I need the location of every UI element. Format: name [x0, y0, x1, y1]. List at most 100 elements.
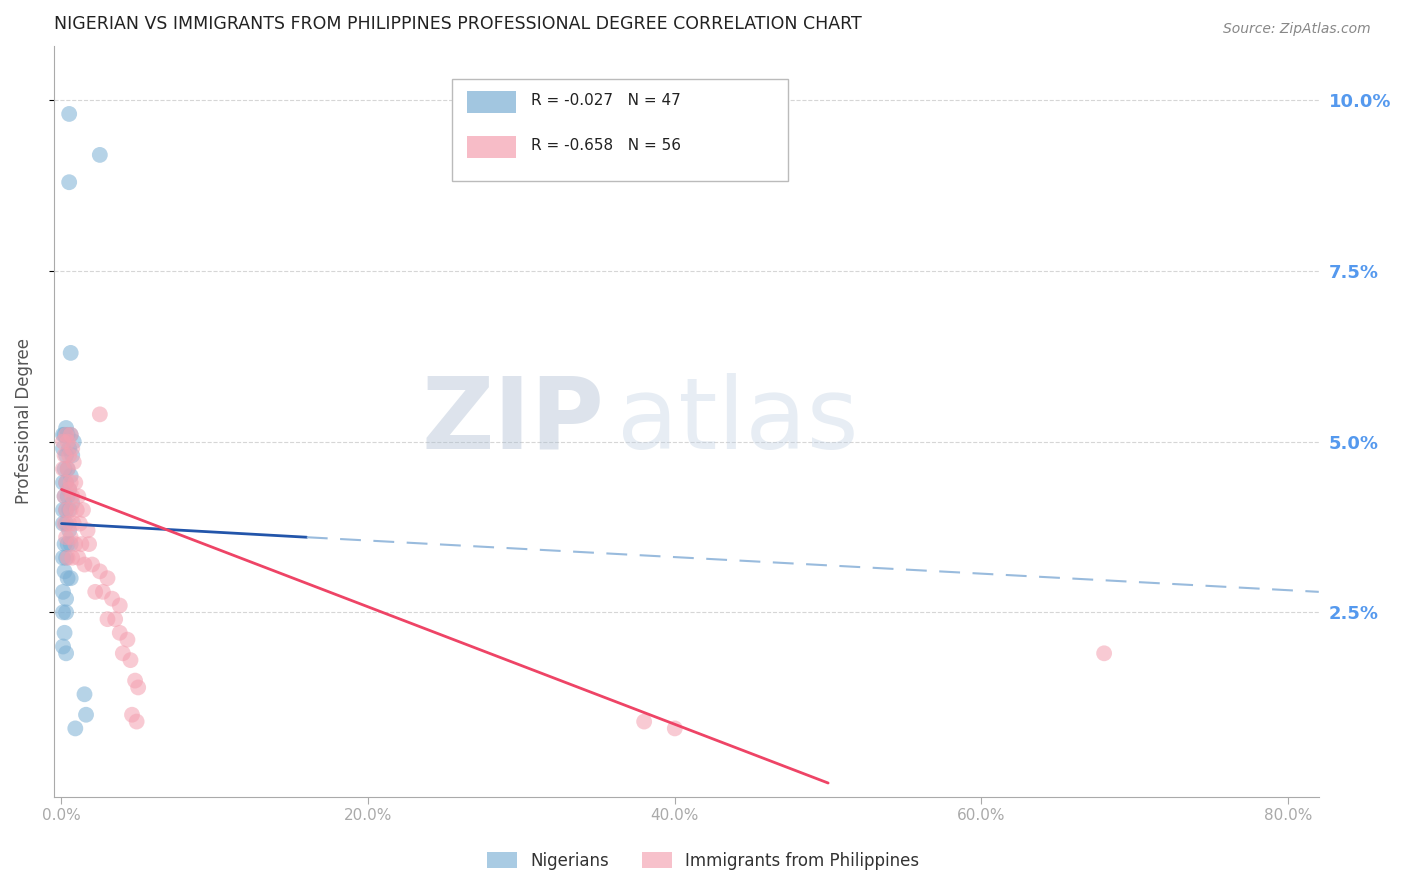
Point: [59, 537, 82, 551]
Point: [60, 489, 83, 503]
Point: [127, 681, 149, 695]
Point: [52, 442, 75, 456]
Point: [59, 571, 82, 585]
Point: [55, 475, 77, 490]
Text: Source: ZipAtlas.com: Source: ZipAtlas.com: [1223, 22, 1371, 37]
Point: [58, 175, 80, 189]
Point: [89, 565, 111, 579]
Point: [69, 516, 91, 531]
Point: [91, 585, 114, 599]
Point: [52, 605, 75, 619]
Point: [77, 537, 100, 551]
Point: [89, 148, 111, 162]
Point: [56, 462, 79, 476]
Point: [125, 714, 148, 729]
Point: [1092, 646, 1115, 660]
Point: [62, 516, 84, 531]
Point: [55, 503, 77, 517]
Point: [52, 516, 75, 531]
Point: [58, 483, 80, 497]
Point: [53, 489, 76, 503]
Point: [72, 503, 94, 517]
Point: [56, 462, 79, 476]
Point: [56, 489, 79, 503]
Point: [66, 503, 89, 517]
Point: [59, 468, 82, 483]
Point: [55, 503, 77, 517]
Bar: [467, 136, 516, 158]
Point: [96, 571, 118, 585]
Point: [56, 550, 79, 565]
Point: [55, 516, 77, 531]
Point: [55, 605, 77, 619]
Point: [55, 646, 77, 660]
Point: [55, 591, 77, 606]
Point: [52, 503, 75, 517]
Point: [120, 653, 142, 667]
Point: [53, 427, 76, 442]
Point: [59, 530, 82, 544]
Point: [55, 530, 77, 544]
Point: [58, 448, 80, 462]
Point: [121, 707, 143, 722]
Point: [60, 448, 83, 462]
Point: [59, 346, 82, 360]
Point: [56, 571, 79, 585]
Point: [67, 489, 90, 503]
Point: [70, 537, 93, 551]
Point: [108, 625, 131, 640]
Point: [59, 427, 82, 442]
Point: [58, 442, 80, 456]
Point: [111, 646, 134, 660]
Point: [52, 434, 75, 449]
Text: R = -0.027   N = 47: R = -0.027 N = 47: [530, 93, 681, 108]
Point: [58, 516, 80, 531]
Point: [82, 558, 104, 572]
Point: [53, 462, 76, 476]
Point: [65, 475, 87, 490]
Point: [52, 550, 75, 565]
Point: [60, 550, 83, 565]
Point: [59, 475, 82, 490]
Point: [58, 524, 80, 538]
Y-axis label: Professional Degree: Professional Degree: [15, 338, 32, 504]
Point: [53, 448, 76, 462]
Point: [73, 558, 96, 572]
Point: [55, 421, 77, 435]
Point: [56, 537, 79, 551]
Point: [62, 455, 84, 469]
Legend: Nigerians, Immigrants from Philippines: Nigerians, Immigrants from Philippines: [479, 846, 927, 877]
Point: [664, 722, 686, 736]
Point: [56, 427, 79, 442]
Point: [53, 489, 76, 503]
Text: ZIP: ZIP: [422, 373, 605, 470]
Text: atlas: atlas: [617, 373, 858, 470]
Point: [67, 550, 90, 565]
Point: [73, 687, 96, 701]
Point: [55, 550, 77, 565]
Point: [124, 673, 146, 688]
Point: [53, 516, 76, 531]
Point: [65, 537, 87, 551]
Point: [58, 503, 80, 517]
Point: [108, 599, 131, 613]
Point: [55, 448, 77, 462]
Point: [59, 427, 82, 442]
Point: [52, 427, 75, 442]
Bar: [467, 91, 516, 113]
Point: [60, 442, 83, 456]
Point: [89, 408, 111, 422]
FancyBboxPatch shape: [453, 79, 787, 181]
Point: [56, 434, 79, 449]
Point: [55, 427, 77, 442]
Text: R = -0.658   N = 56: R = -0.658 N = 56: [530, 138, 681, 153]
Point: [65, 722, 87, 736]
Point: [58, 483, 80, 497]
Point: [117, 632, 139, 647]
Point: [76, 524, 98, 538]
Point: [52, 585, 75, 599]
Text: NIGERIAN VS IMMIGRANTS FROM PHILIPPINES PROFESSIONAL DEGREE CORRELATION CHART: NIGERIAN VS IMMIGRANTS FROM PHILIPPINES …: [53, 15, 862, 33]
Point: [53, 565, 76, 579]
Point: [633, 714, 655, 729]
Point: [52, 640, 75, 654]
